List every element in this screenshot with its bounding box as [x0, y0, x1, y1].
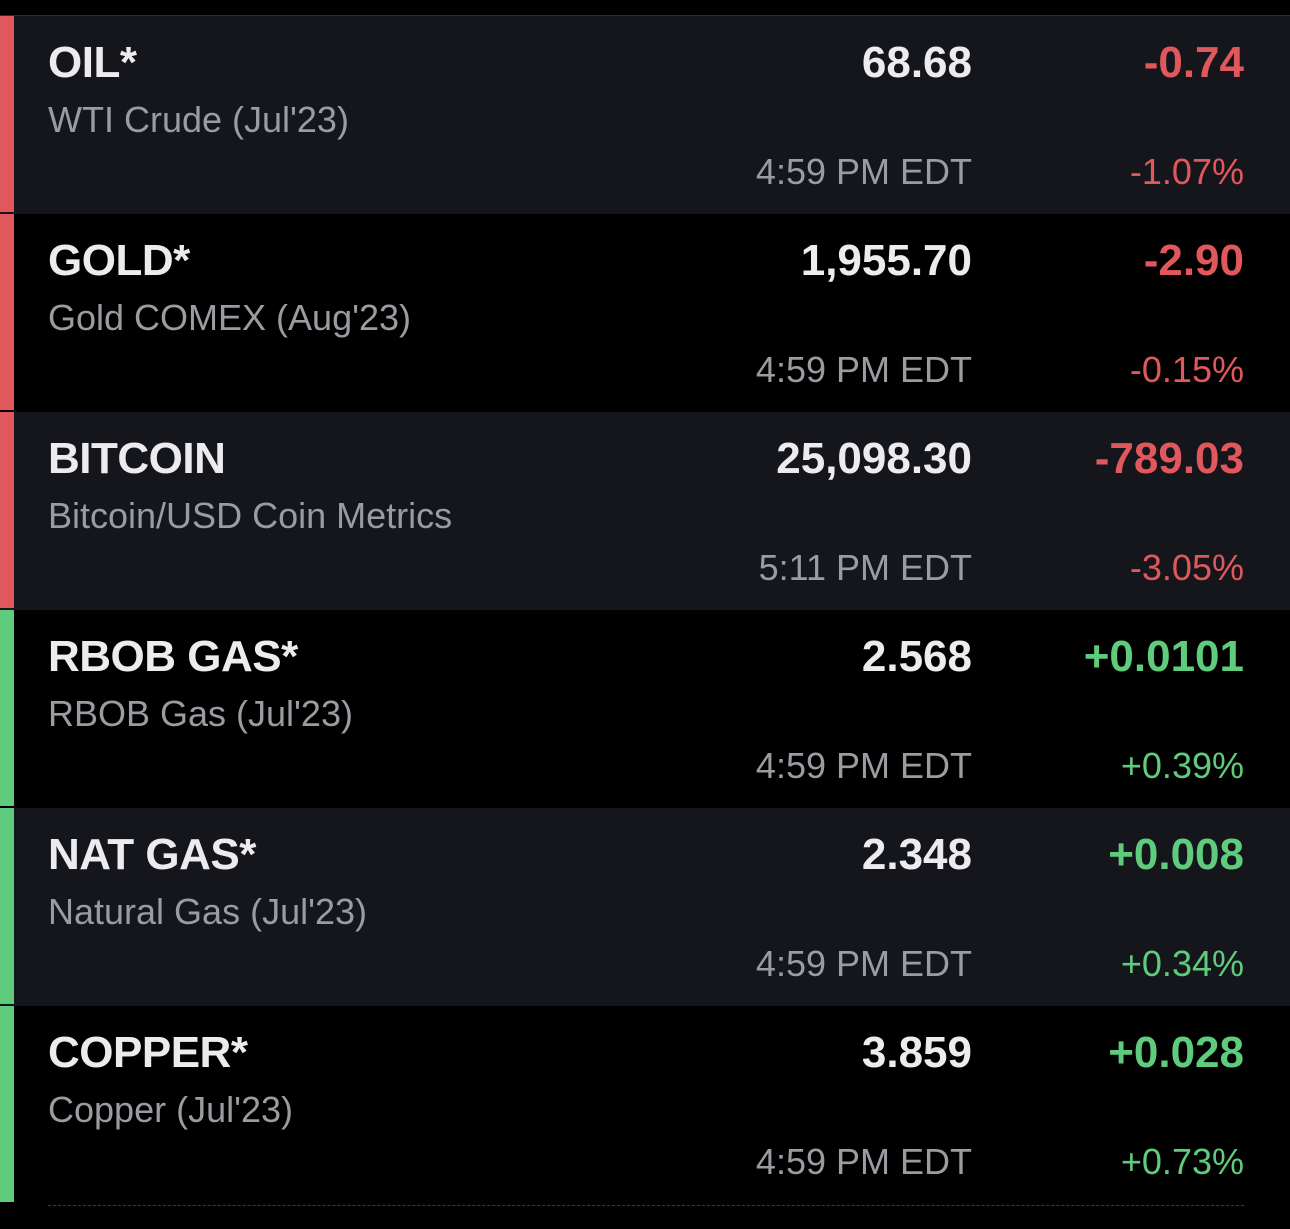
trend-indicator-bar — [0, 412, 14, 608]
trend-indicator-bar — [0, 16, 14, 212]
quote-change-percent: +0.73% — [1120, 1141, 1244, 1182]
quote-change: -0.74 — [1143, 38, 1244, 87]
trend-indicator-bar — [0, 214, 14, 410]
quote-description: WTI Crude (Jul'23) — [48, 99, 349, 140]
quote-price: 2.568 — [861, 632, 972, 681]
quote-time: 4:59 PM EDT — [755, 349, 972, 390]
quote-change-percent: -0.15% — [1129, 349, 1244, 390]
quote-change: -789.03 — [1094, 434, 1244, 483]
quote-description: Copper (Jul'23) — [48, 1089, 293, 1130]
quote-change: -2.90 — [1143, 236, 1244, 285]
quote-symbol: NAT GAS* — [48, 830, 256, 879]
quote-time: 4:59 PM EDT — [755, 151, 972, 192]
quote-description: Natural Gas (Jul'23) — [48, 891, 367, 932]
quote-symbol: RBOB GAS* — [48, 632, 298, 681]
quote-row-rbob-gas[interactable]: RBOB GAS* RBOB Gas (Jul'23) 2.568 4:59 P… — [0, 610, 1290, 808]
quote-price: 1,955.70 — [800, 236, 972, 285]
quote-time: 5:11 PM EDT — [758, 547, 972, 588]
quote-change: +0.008 — [1108, 830, 1244, 879]
quote-change: +0.0101 — [1083, 632, 1244, 681]
quote-price: 25,098.30 — [776, 434, 972, 483]
trend-indicator-bar — [0, 1006, 14, 1202]
quote-row-bitcoin[interactable]: BITCOIN Bitcoin/USD Coin Metrics 25,098.… — [0, 412, 1290, 610]
quote-change-percent: -1.07% — [1129, 151, 1244, 192]
quote-description: Bitcoin/USD Coin Metrics — [48, 495, 453, 536]
list-end-divider — [48, 1205, 1244, 1206]
quote-row-nat-gas[interactable]: NAT GAS* Natural Gas (Jul'23) 2.348 4:59… — [0, 808, 1290, 1006]
quote-change-percent: +0.39% — [1120, 745, 1244, 786]
quote-symbol: COPPER* — [48, 1028, 248, 1077]
quote-description: RBOB Gas (Jul'23) — [48, 693, 353, 734]
quote-change: +0.028 — [1108, 1028, 1244, 1077]
trend-indicator-bar — [0, 610, 14, 806]
quote-list: OIL* WTI Crude (Jul'23) 68.68 4:59 PM ED… — [0, 16, 1290, 1204]
quote-price: 68.68 — [861, 38, 972, 87]
trend-indicator-bar — [0, 808, 14, 1004]
quote-row-oil[interactable]: OIL* WTI Crude (Jul'23) 68.68 4:59 PM ED… — [0, 16, 1290, 214]
quote-time: 4:59 PM EDT — [755, 745, 972, 786]
quote-change-percent: +0.34% — [1120, 943, 1244, 984]
quote-symbol: OIL* — [48, 38, 137, 87]
top-divider — [0, 0, 1290, 16]
quote-symbol: GOLD* — [48, 236, 190, 285]
quote-time: 4:59 PM EDT — [755, 1141, 972, 1182]
quote-row-copper[interactable]: COPPER* Copper (Jul'23) 3.859 4:59 PM ED… — [0, 1006, 1290, 1204]
quote-row-gold[interactable]: GOLD* Gold COMEX (Aug'23) 1,955.70 4:59 … — [0, 214, 1290, 412]
quote-description: Gold COMEX (Aug'23) — [48, 297, 412, 338]
quote-price: 3.859 — [861, 1028, 972, 1077]
quote-symbol: BITCOIN — [48, 434, 226, 483]
quote-change-percent: -3.05% — [1129, 547, 1244, 588]
quote-price: 2.348 — [861, 830, 972, 879]
quote-time: 4:59 PM EDT — [755, 943, 972, 984]
